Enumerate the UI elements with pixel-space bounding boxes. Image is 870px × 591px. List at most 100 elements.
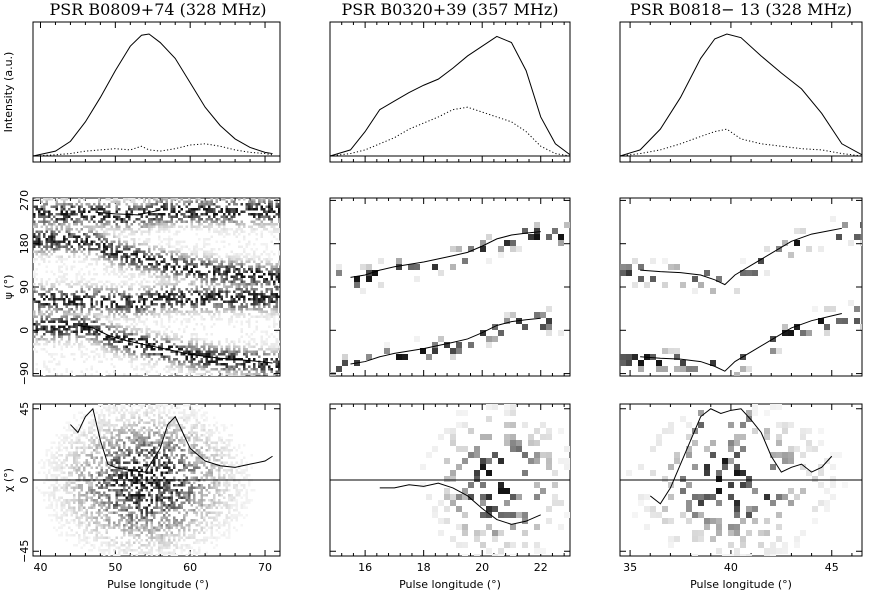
psi-cell — [228, 348, 231, 351]
psi-cell — [275, 200, 278, 203]
psi-cell — [43, 245, 46, 248]
psi-cell — [185, 275, 188, 278]
psi-cell — [143, 323, 146, 326]
psi-cell — [220, 215, 223, 218]
psi-cell — [123, 255, 126, 258]
psi-cell — [153, 255, 156, 258]
psi-cell — [180, 218, 183, 221]
chi-cell — [65, 514, 68, 517]
chi-cell — [98, 471, 101, 474]
psi-cell — [148, 228, 151, 231]
psi-cell — [200, 373, 203, 376]
psi-cell — [73, 223, 76, 226]
psi-cell — [180, 348, 183, 351]
psi-cell — [185, 253, 188, 256]
psi-cell — [53, 318, 56, 321]
psi-cell — [175, 303, 178, 306]
chi-cell — [63, 434, 66, 437]
chi-cell — [145, 526, 148, 529]
psi-cell — [198, 258, 201, 261]
psi-cell — [143, 303, 146, 306]
chi-cell — [73, 494, 76, 497]
psi-cell — [270, 345, 273, 348]
psi-cell — [78, 210, 81, 213]
psi-cell — [83, 278, 86, 281]
psi-cell — [233, 300, 236, 303]
chi-cell — [103, 486, 106, 489]
psi-cell — [103, 345, 106, 348]
psi-cell — [260, 200, 263, 203]
psi-cell — [123, 355, 126, 358]
psi-cell — [243, 375, 246, 376]
psi-cell — [258, 300, 261, 303]
chi-cell — [78, 439, 81, 442]
psi-cell — [225, 230, 228, 233]
psi-cell — [135, 308, 138, 311]
chi-cell — [58, 441, 61, 444]
psi-cell — [265, 363, 268, 366]
psi-cell — [260, 213, 263, 216]
psi-cell — [213, 208, 216, 211]
chi-cell — [125, 436, 128, 439]
chi-cell — [83, 499, 86, 502]
psi-cell — [85, 225, 88, 228]
psi-cell — [255, 293, 258, 296]
psi-cell — [113, 325, 116, 328]
psi-cell — [198, 275, 201, 278]
psi-cell — [273, 228, 276, 231]
psi-cell — [43, 250, 46, 253]
psi-cell — [185, 348, 188, 351]
chi-cell — [138, 471, 141, 474]
psi-cell — [118, 348, 121, 351]
chi-cell — [98, 536, 101, 539]
psi-cell — [198, 293, 201, 296]
chi-cell — [70, 444, 73, 447]
chi-cell — [125, 476, 128, 479]
psi-cell — [45, 210, 48, 213]
psi-cell — [68, 328, 71, 331]
psi-cell — [153, 348, 156, 351]
psi-cell — [218, 263, 221, 266]
psi-cell — [170, 220, 173, 223]
psi-cell — [155, 263, 158, 266]
psi-cell — [125, 335, 128, 338]
psi-cell — [278, 328, 280, 331]
psi-cell — [215, 355, 218, 358]
psi-cell — [35, 328, 38, 331]
psi-cell — [70, 300, 73, 303]
psi-cell — [60, 208, 63, 211]
chi-cell — [108, 494, 111, 497]
chi-cell — [63, 459, 66, 462]
psi-cell — [148, 223, 151, 226]
psi-cell — [75, 313, 78, 316]
chi-cell — [83, 444, 86, 447]
chi-cell — [88, 491, 91, 494]
chi-cell — [95, 449, 98, 452]
psi-cell — [48, 315, 51, 318]
psi-cell — [195, 303, 198, 306]
chi-cell — [130, 514, 133, 517]
psi-cell — [198, 215, 201, 218]
psi-cell — [108, 233, 111, 236]
psi-cell — [108, 343, 111, 346]
psi-cell — [235, 370, 238, 373]
chi-cell — [63, 489, 66, 492]
psi-cell — [110, 285, 113, 288]
psi-cell — [43, 363, 46, 366]
psi-cell — [45, 240, 48, 243]
psi-cell — [143, 210, 146, 213]
psi-cell — [83, 210, 86, 213]
psi-cell — [100, 235, 103, 238]
psi-cell — [80, 250, 83, 253]
psi-cell — [95, 320, 98, 323]
psi-cell — [33, 310, 36, 313]
chi-cell — [150, 454, 153, 457]
psi-cell — [170, 270, 173, 273]
psi-cell — [248, 320, 251, 323]
psi-cell — [93, 290, 96, 293]
psi-cell — [135, 358, 138, 361]
psi-cell — [190, 218, 193, 221]
chi-cell — [160, 501, 163, 504]
psi-cell — [183, 313, 186, 316]
psi-cell — [248, 335, 251, 338]
